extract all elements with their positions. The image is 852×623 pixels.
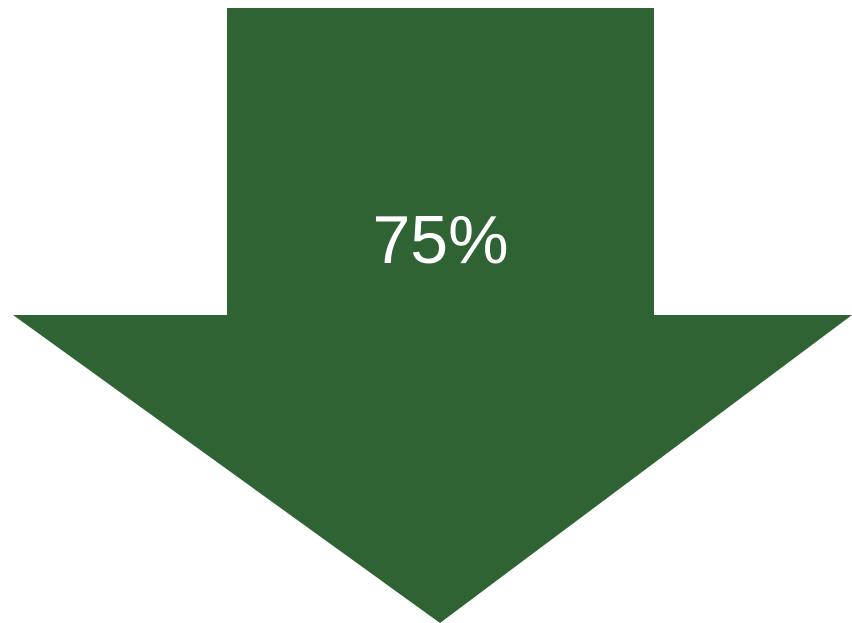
arrow-percentage-label: 75% [372, 202, 509, 278]
down-arrow-shape [13, 8, 852, 623]
